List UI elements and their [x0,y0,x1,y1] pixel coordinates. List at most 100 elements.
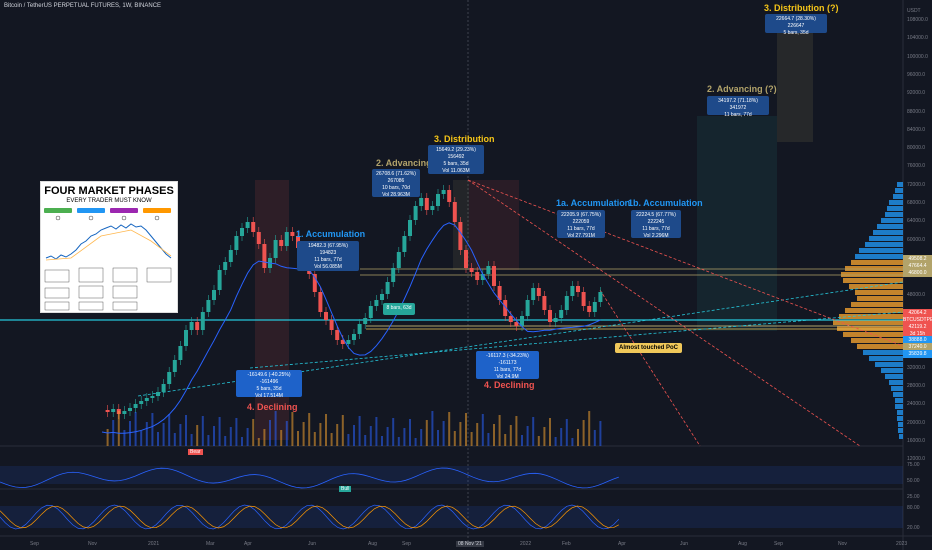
volume-profile-bar [839,314,903,319]
symbol-title[interactable]: Bitcoin / TetherUS PERPETUAL FUTURES, 1W… [4,3,162,9]
trend-line [467,179,861,447]
measure-volume: Vol 24.9M [496,374,519,380]
infographic-title: FOUR MARKET PHASES [44,185,174,197]
candle [195,322,200,330]
volume-bar [106,429,109,446]
volume-profile-bar [849,284,903,289]
volume-bar [157,432,159,446]
volume-bar [515,416,518,446]
volume-bar [470,432,473,446]
measure-box-advancing-2[interactable]: 26708.6 (71.62%) 267086 10 bars, 70d Vol… [372,169,420,198]
price-tag: 42064.2 [903,309,932,317]
volume-profile-bar [843,332,903,337]
volume-bar [493,424,495,446]
price-tag: 38888.0 [903,336,932,344]
volume-bar [224,436,227,446]
rsi-axis-tick: 50.00 [907,478,920,484]
price-axis-tick: 64000.0 [907,218,926,225]
measure-box-accumulation-1a[interactable]: 22205.9 (67.75%) 222059 11 bars, 77d Vol… [557,210,605,239]
candle [251,222,256,232]
volume-bar [285,421,288,446]
price-tag: 3d 15h [903,330,932,338]
measure-volume: Vol 2.296M [643,233,669,239]
measure-box-distribution-future[interactable]: 22664.7 (28.30%) 226647 5 bars, 35d [765,14,827,36]
volume-bar [560,428,563,446]
measure-box-distribution-3[interactable]: 15649.2 (29.23%) 156492 5 bars, 35d Vol … [428,145,484,174]
phase-label-advancing-2: 2. Advancing [376,158,432,168]
phase-region [777,32,813,142]
candle [598,292,603,302]
trend-line [137,281,904,397]
volume-profile-bar [865,242,903,247]
candle [346,340,351,344]
volume-profile-bar [851,260,903,265]
volume-profile-bar [869,236,903,241]
measure-volume: Vol 11.063M [442,168,470,174]
candle [189,322,194,330]
volume-profile-bar [893,392,903,397]
four-phases-infographic: FOUR MARKET PHASES EVERY TRADER MUST KNO… [40,181,178,313]
volume-bar [117,411,120,446]
volume-bar [112,420,115,446]
volume-bar [425,420,428,446]
phase-label-accumulation-1b: 1b. Accumulation [628,198,703,208]
volume-profile-bar [895,398,903,403]
phase-region [469,180,519,270]
candle [352,334,356,340]
price-tag: 46800.0 [903,269,932,277]
volume-bar [313,432,316,446]
candle [178,346,183,360]
volume-bar [179,424,182,446]
volume-bar [129,421,131,446]
volume-bar [229,427,232,446]
poc-callout[interactable]: Almost touched PoC [615,343,683,353]
candle [200,312,205,330]
time-axis-tick: Nov [838,541,847,547]
time-axis-tick: Aug [738,541,747,547]
volume-bar [509,425,512,446]
volume-bar [336,424,339,446]
volume-bar [364,435,367,446]
candle [576,286,580,292]
measure-range: 15649.2 (29.23%) 156492 [436,147,476,160]
candle [531,288,536,300]
candle [172,360,177,372]
measure-volume: Vol 27.791M [567,233,595,239]
time-axis-tick: Aug [368,541,377,547]
measure-box-declining-4a[interactable]: -16149.6 (-40.25%) -161496 5 bars, 35d V… [236,370,302,399]
volume-bar [526,426,529,446]
volume-bar [453,431,456,446]
volume-profile-bar [885,374,903,379]
price-axis-tick: 84000.0 [907,126,926,133]
measure-box-advancing-future[interactable]: 34197.2 (71.18%) 341972 11 bars, 77d [707,96,769,118]
volume-bar [481,414,484,446]
candle [475,272,480,280]
candle [542,296,547,310]
phase-region [255,180,289,440]
measure-box-accumulation-1b[interactable]: 22224.5 (67.77%) 222245 11 bars, 77d Vol… [631,210,681,239]
volume-bar [134,412,137,446]
time-axis-tick: Jun [308,541,317,547]
candle [458,222,463,250]
candle [564,296,569,310]
time-axis-tick: Nov [88,541,97,547]
volume-bar [257,438,260,446]
volume-profile-bar [877,224,903,229]
candle [380,294,384,300]
measure-box-accumulation-1[interactable]: 19482.3 (67.95%) 194823 11 bars, 77d Vol… [297,241,359,271]
rsi-line [0,467,619,489]
measure-range: 34197.2 (71.18%) 341972 [718,98,758,111]
measure-box-small[interactable]: 8 bars, 63d [383,303,415,315]
candle [184,330,188,346]
volume-profile-bar [855,290,903,295]
candle [245,222,250,228]
price-axis-tick: 108000.0 [907,17,928,23]
measure-box-declining-4b[interactable]: -16117.3 (-34.23%) -161173 11 bars, 77d … [476,351,539,380]
candle [441,190,446,194]
measure-range: -16117.3 (-34.23%) -161173 [486,353,529,366]
time-axis-tick: 2022 [520,541,532,547]
volume-bar [297,431,299,446]
volume-bar [392,418,395,446]
measure-range: 22664.7 (28.30%) 226647 [776,16,816,29]
candle [167,372,172,384]
